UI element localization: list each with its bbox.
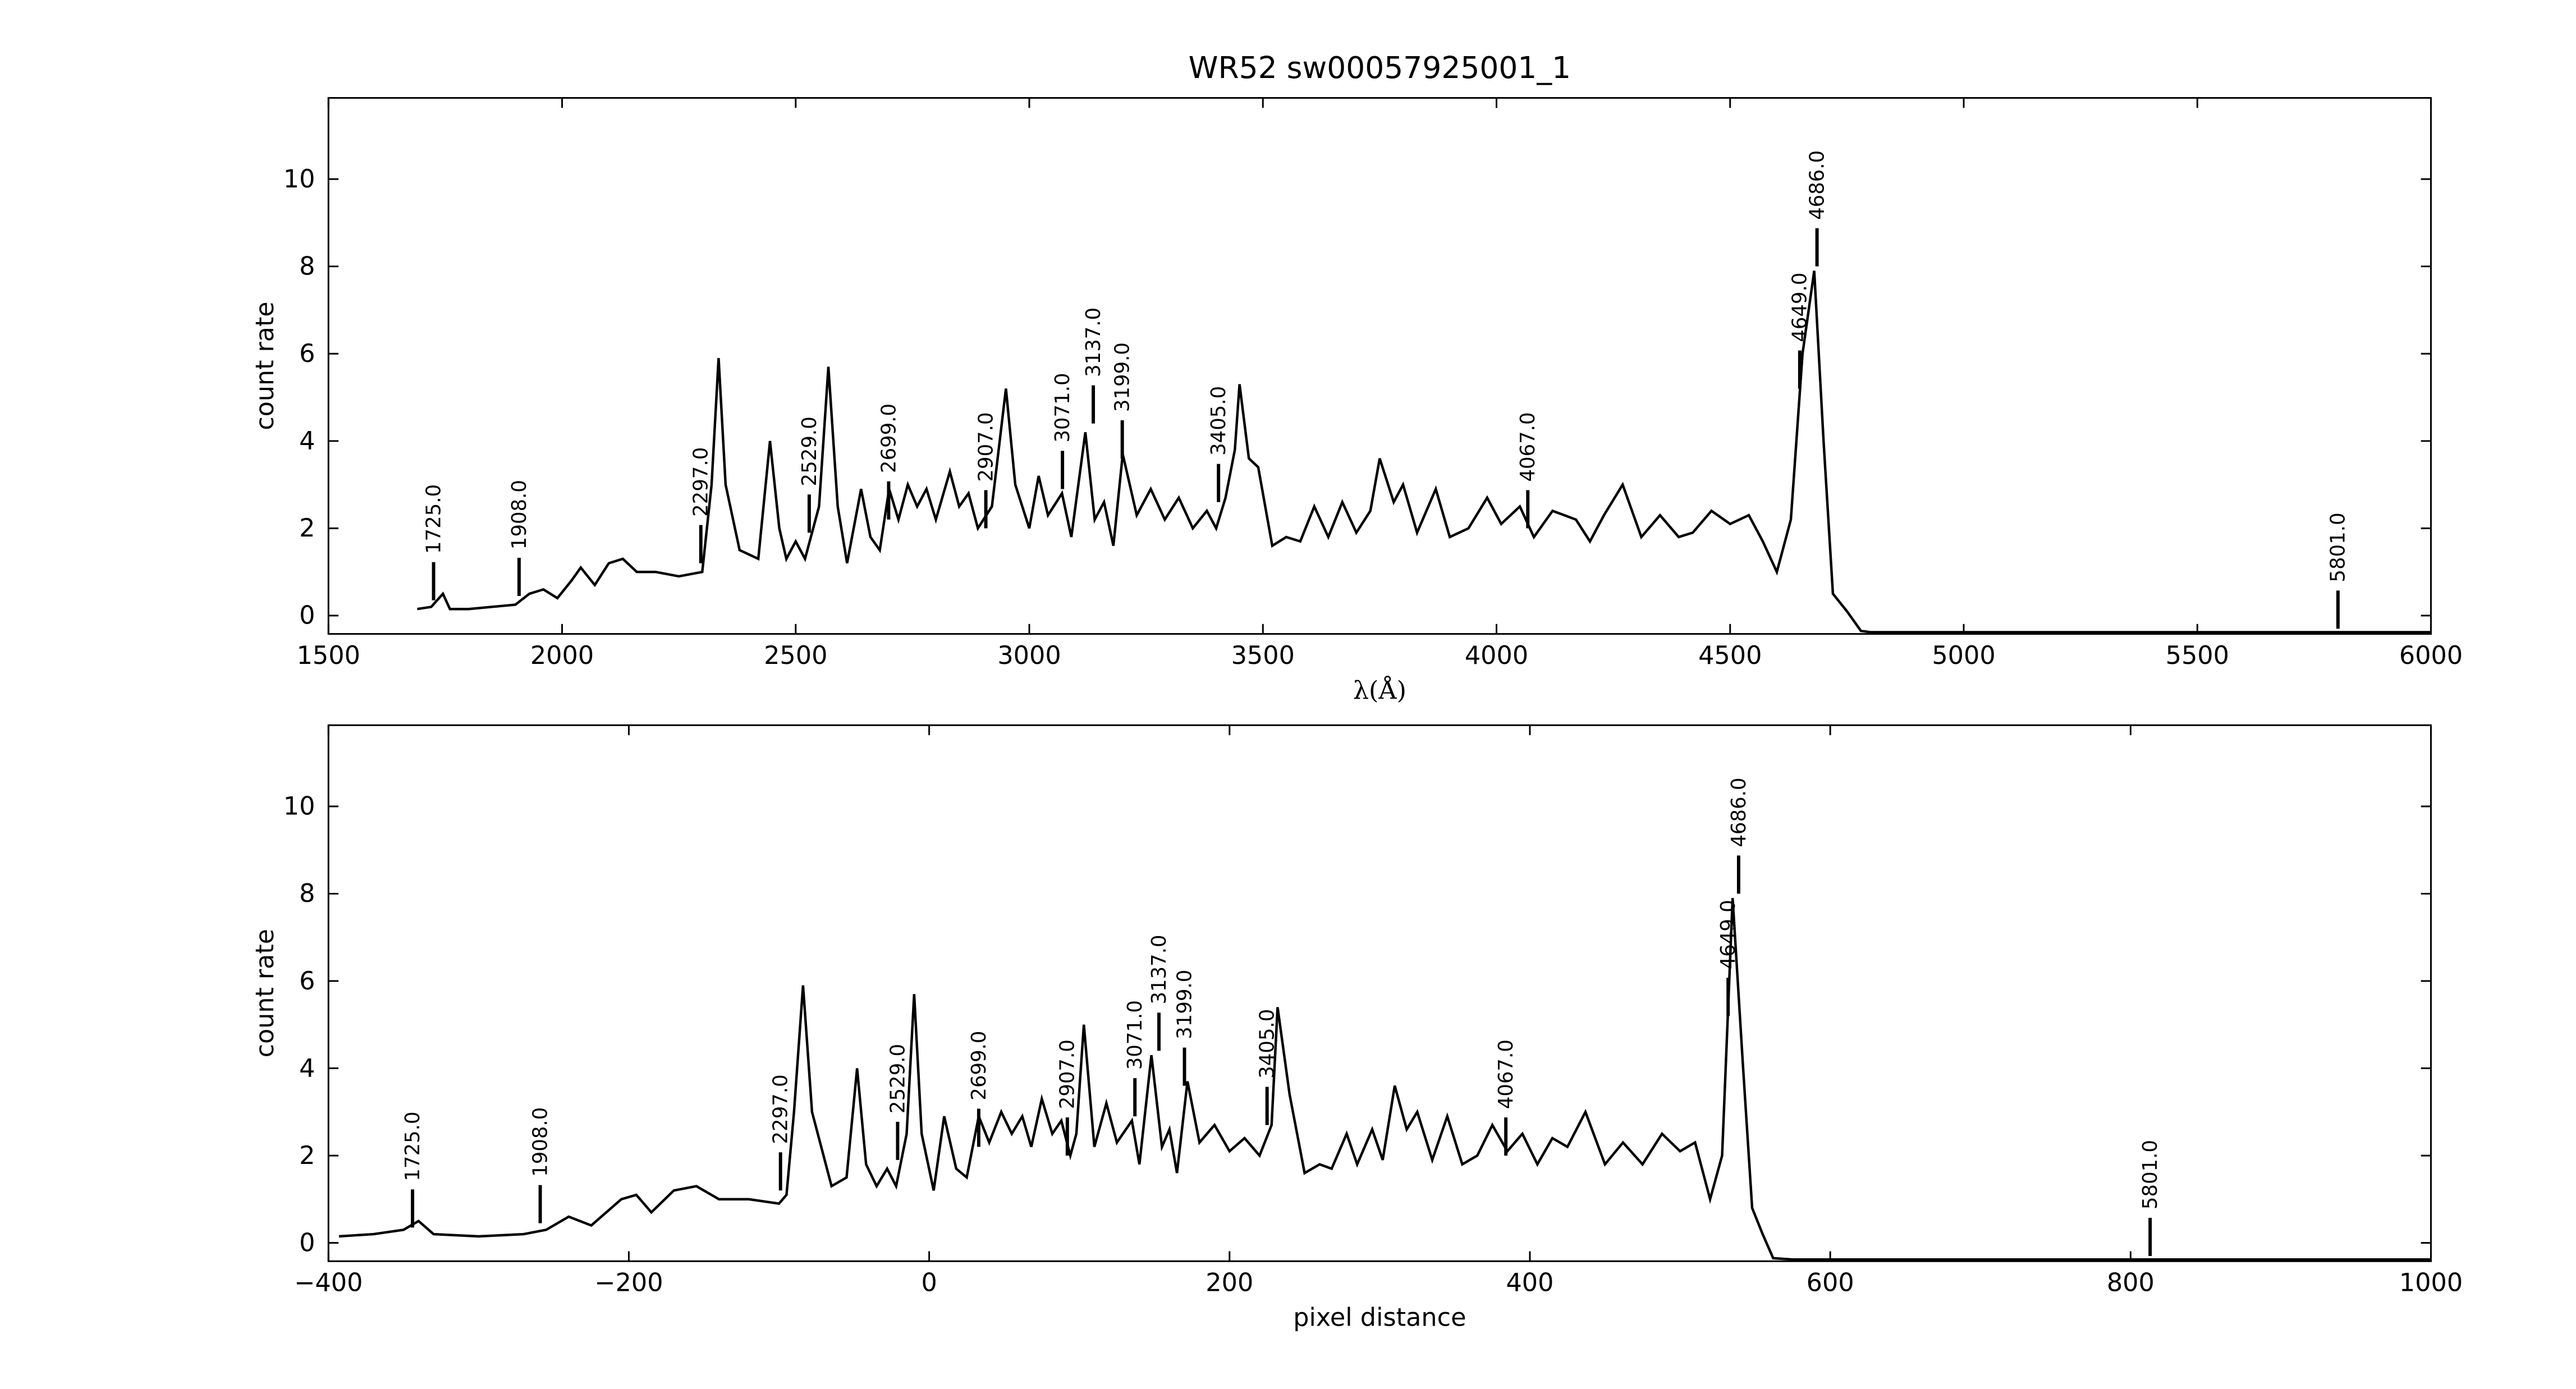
line-marker-label: 3199.0	[1111, 342, 1134, 412]
line-marker-label: 3405.0	[1207, 386, 1230, 456]
y-tick-label: 4	[299, 1054, 315, 1083]
line-marker-label: 4067.0	[1495, 1039, 1518, 1109]
x-axis-label: λ(Å)	[1353, 675, 1406, 705]
y-axis-label: count rate	[251, 929, 279, 1057]
y-tick-label: 10	[283, 792, 315, 821]
line-marker-label: 4649.0	[1717, 900, 1740, 969]
y-tick-label: 2	[299, 514, 315, 543]
x-tick-label: 5500	[2166, 641, 2229, 670]
x-tick-label: 400	[1506, 1269, 1553, 1298]
y-tick-label: 10	[283, 165, 315, 194]
x-tick-label: 600	[1807, 1269, 1854, 1298]
spectrum-line	[338, 898, 2431, 1261]
x-tick-label: −200	[594, 1269, 663, 1298]
line-marker-label: 5801.0	[2327, 512, 2350, 582]
line-marker-label: 4649.0	[1789, 273, 1812, 342]
line-marker-label: 2297.0	[769, 1074, 792, 1144]
x-tick-label: 3500	[1231, 641, 1295, 670]
x-tick-label: 800	[2107, 1269, 2155, 1298]
line-marker-label: 1725.0	[422, 484, 445, 554]
line-marker-label: 2907.0	[974, 412, 997, 482]
y-tick-label: 0	[299, 1229, 315, 1258]
line-marker-label: 4686.0	[1805, 150, 1828, 220]
x-tick-label: −400	[294, 1269, 363, 1298]
x-tick-label: 2500	[764, 641, 827, 670]
axes-frame	[327, 724, 2432, 1262]
line-marker-label: 3071.0	[1051, 373, 1074, 442]
x-tick-label: 4500	[1698, 641, 1762, 670]
x-tick-label: 1500	[297, 641, 360, 670]
line-marker-label: 3071.0	[1124, 1000, 1147, 1070]
x-tick-label: 1000	[2399, 1269, 2463, 1298]
line-marker-label: 2297.0	[690, 447, 713, 517]
y-axis-label: count rate	[251, 301, 279, 430]
line-marker-label: 2907.0	[1056, 1039, 1079, 1109]
x-tick-label: 200	[1206, 1269, 1253, 1298]
line-marker-label: 2699.0	[877, 404, 900, 473]
line-marker-label: 3137.0	[1082, 308, 1105, 377]
y-tick-label: 2	[299, 1142, 315, 1170]
line-marker-label: 1908.0	[529, 1107, 552, 1177]
line-marker-label: 2529.0	[886, 1044, 909, 1113]
line-marker-label: 3137.0	[1148, 935, 1171, 1005]
chart-title: WR52 sw00057925001_1	[1189, 50, 1571, 85]
axes-frame	[327, 97, 2432, 635]
line-marker-label: 5801.0	[2139, 1140, 2162, 1209]
line-marker-label: 4067.0	[1516, 412, 1539, 482]
x-tick-label: 6000	[2399, 641, 2463, 670]
line-marker-label: 4686.0	[1727, 778, 1750, 847]
line-marker-label: 2699.0	[968, 1031, 991, 1101]
line-marker-label: 1908.0	[508, 480, 531, 549]
line-marker-label: 3405.0	[1256, 1009, 1279, 1079]
x-tick-label: 0	[921, 1269, 937, 1298]
x-tick-label: 2000	[530, 641, 594, 670]
x-tick-label: 3000	[997, 641, 1061, 670]
y-tick-label: 4	[299, 427, 315, 456]
x-tick-label: 5000	[1932, 641, 1995, 670]
x-tick-label: 4000	[1465, 641, 1528, 670]
y-tick-label: 8	[299, 253, 315, 281]
y-tick-label: 8	[299, 879, 315, 908]
y-tick-label: 6	[299, 340, 315, 368]
line-marker-label: 1725.0	[401, 1112, 424, 1181]
line-marker-label: 2529.0	[798, 416, 821, 486]
line-marker-label: 3199.0	[1173, 970, 1196, 1039]
x-axis-label: pixel distance	[1293, 1304, 1466, 1332]
y-tick-label: 0	[299, 602, 315, 630]
y-tick-label: 6	[299, 967, 315, 996]
spectrum-line	[417, 271, 2431, 634]
